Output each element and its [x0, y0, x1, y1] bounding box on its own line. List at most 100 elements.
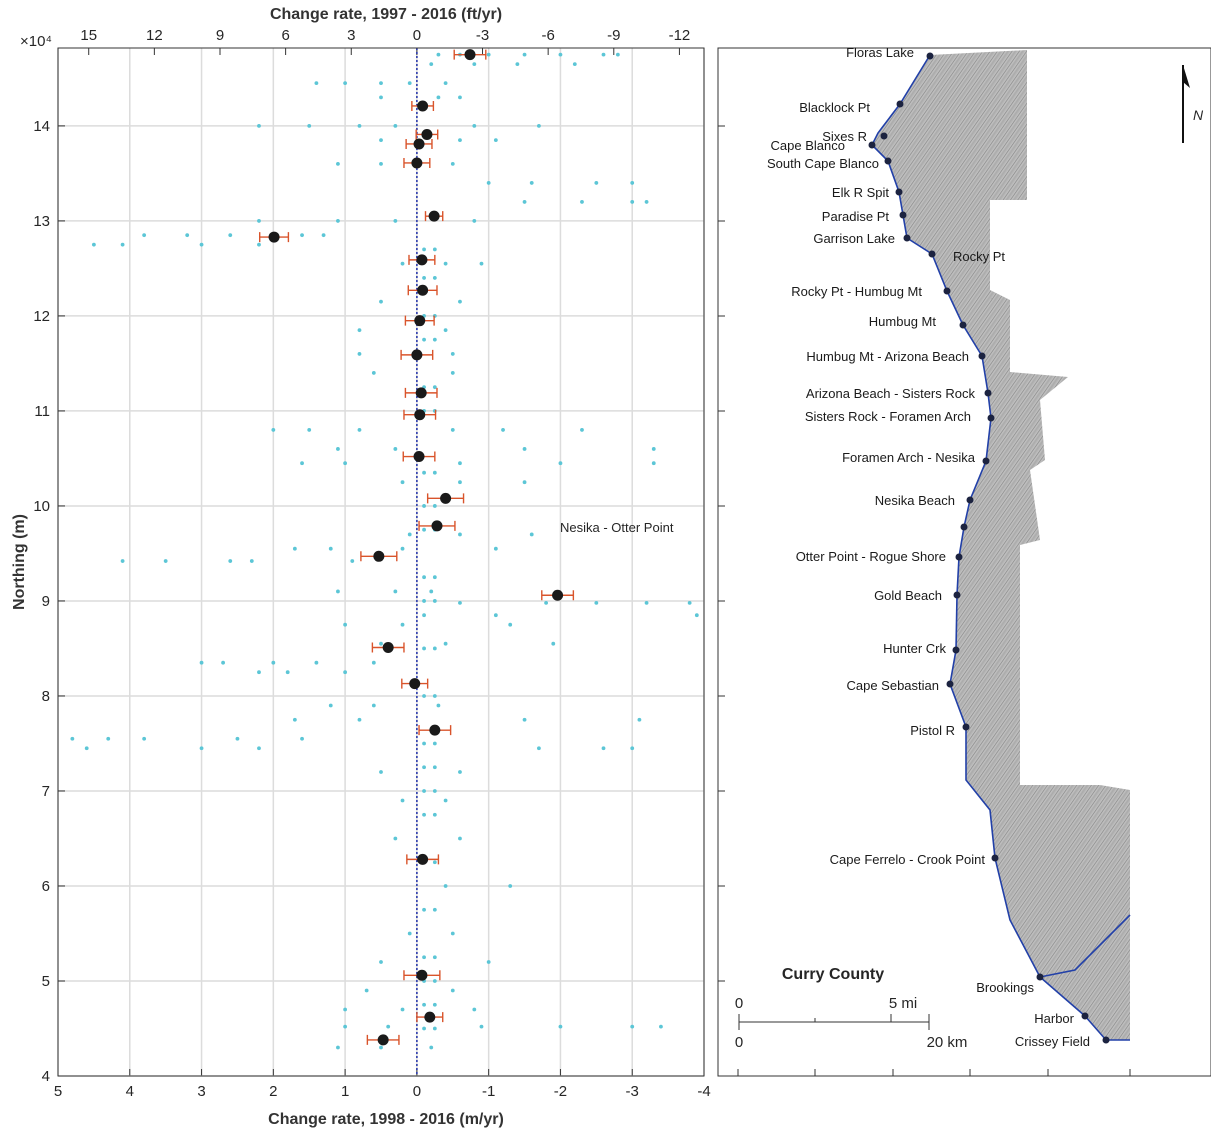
change-point [472, 62, 477, 67]
change-point [443, 884, 448, 888]
change-point [357, 352, 362, 356]
place-dot [984, 389, 992, 397]
mean-point [424, 1011, 436, 1023]
annotation: Nesika - Otter Point [560, 520, 674, 535]
y-multiplier: ×10⁴ [20, 33, 52, 50]
change-point [199, 746, 204, 751]
place-label: Crissey Field [1015, 1034, 1090, 1049]
change-point [580, 428, 584, 432]
change-point [508, 884, 513, 888]
change-point [694, 613, 699, 618]
place-dot [899, 211, 907, 219]
x2-tick-label: 12 [146, 27, 163, 44]
change-point [257, 124, 261, 128]
y-tick-label: 9 [42, 593, 50, 610]
change-point [615, 52, 620, 57]
change-point [393, 219, 398, 223]
change-point [300, 461, 304, 466]
change-point [472, 124, 477, 128]
change-point [493, 613, 498, 618]
change-point [379, 81, 383, 86]
change-point [432, 694, 437, 698]
map-title: Curry County [782, 966, 884, 983]
change-point [594, 181, 599, 185]
change-point [343, 670, 348, 675]
y-tick-label: 10 [33, 498, 50, 515]
change-point [422, 812, 426, 817]
mean-point [431, 520, 443, 532]
change-point [537, 746, 541, 751]
place-dot [978, 352, 986, 360]
change-point [199, 242, 204, 247]
change-point [70, 736, 75, 741]
change-point [522, 52, 527, 57]
map-frame-ticks [718, 125, 1131, 1076]
mean-point [382, 642, 394, 654]
change-point [422, 504, 426, 508]
scale-ticks [738, 1014, 930, 1030]
x-tick-label: 4 [126, 1083, 134, 1100]
change-point [422, 1026, 426, 1031]
change-point [443, 81, 448, 86]
mean-point [377, 1034, 389, 1046]
change-point [422, 575, 426, 580]
change-point [422, 765, 426, 770]
change-point [106, 736, 111, 741]
change-point [422, 613, 426, 618]
change-point [551, 641, 556, 646]
change-point [651, 447, 656, 451]
change-point [479, 261, 484, 266]
mean-point [429, 724, 441, 736]
place-label: Blacklock Pt [799, 100, 870, 115]
change-point [379, 138, 383, 143]
change-point [472, 219, 477, 223]
change-point [486, 181, 491, 185]
x2-tick-label: 9 [216, 27, 224, 44]
change-point [515, 62, 520, 67]
place-dot [943, 287, 951, 295]
change-point [651, 461, 656, 466]
mean-point [414, 409, 426, 421]
change-point [379, 162, 383, 166]
change-point [558, 52, 563, 57]
place-dot [959, 321, 967, 329]
change-point [357, 328, 362, 333]
y-tick-label: 7 [42, 783, 50, 800]
change-point [601, 52, 606, 57]
mean-point [552, 589, 564, 601]
place-label: Garrison Lake [813, 231, 895, 246]
change-point [422, 789, 426, 793]
y-tick-label: 4 [42, 1068, 50, 1085]
change-point [432, 470, 437, 475]
change-point [343, 622, 348, 627]
change-point [407, 532, 412, 537]
change-point [432, 1026, 437, 1031]
change-point [450, 371, 455, 375]
place-dot [884, 157, 892, 165]
change-point [91, 242, 96, 247]
place-label: Floras Lake [846, 45, 914, 60]
y-tick-label: 14 [33, 118, 50, 135]
change-point [450, 428, 455, 432]
x2-tick-label: 6 [281, 27, 289, 44]
change-point [400, 480, 405, 485]
x-tick-label: 2 [269, 1083, 277, 1100]
change-point [422, 907, 426, 912]
change-point [450, 162, 455, 166]
change-point [458, 836, 462, 841]
x-tick-label: 0 [413, 1083, 421, 1100]
mean-point [417, 100, 429, 112]
change-point [321, 233, 326, 238]
change-point [458, 532, 462, 537]
change-point [580, 200, 584, 204]
change-point [493, 138, 498, 143]
x-tick-label: -4 [697, 1083, 710, 1100]
change-point [336, 1045, 340, 1050]
change-point [544, 600, 548, 605]
change-point [120, 242, 125, 247]
place-label: Brookings [976, 980, 1034, 995]
place-dot [953, 591, 961, 599]
change-point [292, 717, 297, 722]
change-point [432, 789, 437, 793]
change-point [393, 836, 398, 841]
